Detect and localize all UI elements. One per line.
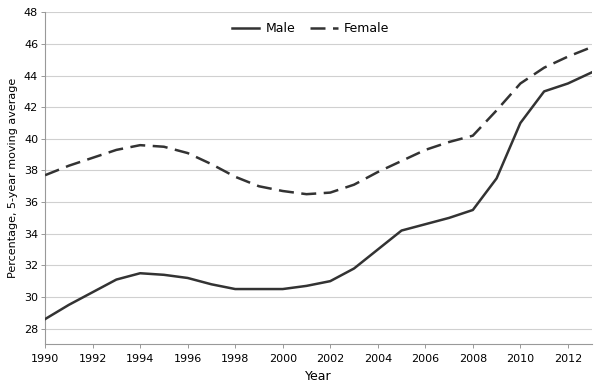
Male xyxy=(398,228,405,233)
Female xyxy=(326,190,334,195)
Female xyxy=(113,147,120,152)
Female xyxy=(350,182,358,187)
Female xyxy=(208,162,215,167)
Female xyxy=(303,192,310,197)
Female xyxy=(374,170,382,174)
Female xyxy=(588,45,595,50)
Male xyxy=(517,121,524,126)
Y-axis label: Percentage, 5-year moving average: Percentage, 5-year moving average xyxy=(8,78,19,278)
Male xyxy=(279,287,286,291)
Male xyxy=(493,176,500,181)
Female xyxy=(398,159,405,163)
Male xyxy=(326,279,334,283)
Male xyxy=(350,266,358,271)
Male xyxy=(113,277,120,282)
Legend: Male, Female: Male, Female xyxy=(232,22,389,35)
Male xyxy=(232,287,239,291)
Male xyxy=(41,317,49,321)
Male xyxy=(160,273,167,277)
Female xyxy=(184,151,191,155)
Male xyxy=(588,70,595,75)
Male xyxy=(445,215,452,220)
Female xyxy=(232,174,239,179)
Female xyxy=(469,133,476,138)
Female xyxy=(422,147,429,152)
Male xyxy=(565,81,572,86)
Male xyxy=(469,208,476,212)
Male xyxy=(184,276,191,280)
Line: Male: Male xyxy=(45,72,592,319)
Female xyxy=(279,189,286,194)
Male xyxy=(256,287,263,291)
Male xyxy=(65,303,73,307)
Line: Female: Female xyxy=(45,47,592,194)
Male xyxy=(89,290,96,294)
Female xyxy=(160,144,167,149)
Male xyxy=(137,271,144,276)
Female xyxy=(445,140,452,144)
Female xyxy=(89,156,96,160)
Female xyxy=(517,81,524,86)
Female xyxy=(41,173,49,178)
Male xyxy=(422,222,429,226)
Male xyxy=(374,247,382,252)
Female xyxy=(65,163,73,168)
Male xyxy=(303,283,310,288)
Female xyxy=(541,65,548,70)
X-axis label: Year: Year xyxy=(305,369,332,383)
Female xyxy=(565,54,572,59)
Female xyxy=(256,184,263,188)
Female xyxy=(493,108,500,113)
Female xyxy=(137,143,144,147)
Male xyxy=(208,282,215,287)
Male xyxy=(541,89,548,94)
